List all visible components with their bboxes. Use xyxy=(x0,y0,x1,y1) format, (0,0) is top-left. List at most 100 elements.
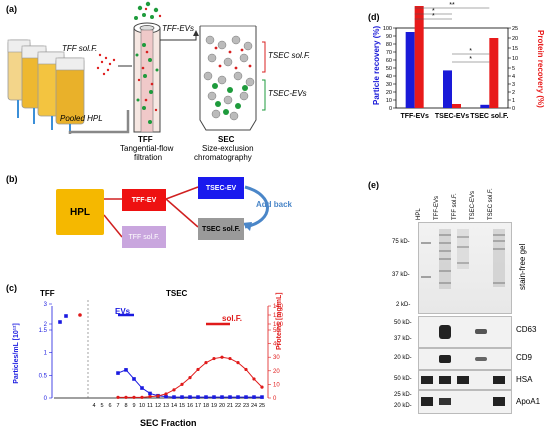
x-tick-label: 9 xyxy=(132,403,135,409)
tsec-evs-label: TSEC-EVs xyxy=(268,89,307,98)
y-tick-label-left: 0.5 xyxy=(39,373,48,379)
y-tick-label-right: 3 xyxy=(512,82,515,88)
y-tick-label-right: 10 xyxy=(273,382,280,388)
data-point xyxy=(236,361,240,365)
blot-band xyxy=(475,357,487,361)
blot-cd63 xyxy=(418,316,512,348)
x-tick-label: 18 xyxy=(203,403,209,409)
tff-sol-box-label: TFF sol.F. xyxy=(128,233,160,241)
sec-title: SEC xyxy=(218,135,235,144)
data-point xyxy=(228,356,232,361)
series-line xyxy=(117,369,262,398)
data-point xyxy=(156,394,160,398)
tff-title: TFF xyxy=(138,135,153,144)
blot-marker: 37 kD- xyxy=(394,336,412,342)
tff-ev-box-label: TFF-EV xyxy=(131,196,157,204)
y-tick-label-left: 100 xyxy=(383,26,392,32)
bar-protein xyxy=(414,6,424,108)
data-point xyxy=(180,382,184,386)
gel-bands xyxy=(421,229,505,289)
y-tick-label-left: 50 xyxy=(386,66,392,72)
y-tick-label-left: 2 xyxy=(44,322,48,328)
blot-band xyxy=(439,325,451,339)
blot-marker: 50 kD- xyxy=(394,320,412,326)
significance-marker: * xyxy=(469,48,472,55)
blot-band xyxy=(439,355,451,363)
y-tick-label-right: 4 xyxy=(512,74,515,80)
x-tick-label: 15 xyxy=(179,403,185,409)
y-tick-label-right: 25 xyxy=(512,26,518,32)
y-tick-label-left: 20 xyxy=(386,90,392,96)
tff-evs-label: TFF-EVs xyxy=(162,24,194,33)
data-point xyxy=(164,392,168,396)
data-point xyxy=(244,395,248,399)
blot-band xyxy=(421,376,433,384)
y-tick-label-right: 1 xyxy=(512,98,515,104)
significance-marker: * xyxy=(469,56,472,63)
category-label: TSEC sol.F. xyxy=(470,113,508,120)
y-tick-label-left: 1.5 xyxy=(39,328,48,334)
tff-subtitle-1: Tangential-flow xyxy=(120,144,174,153)
data-point xyxy=(124,395,128,399)
x-tick-label: 4 xyxy=(92,403,95,409)
bar-protein xyxy=(489,38,499,108)
data-point xyxy=(220,395,224,399)
blot-name: HSA xyxy=(516,375,533,384)
data-point xyxy=(252,377,256,381)
tsec-header: TSEC xyxy=(166,289,188,298)
x-tick-label: 19 xyxy=(211,403,217,409)
panel-d-label: (d) xyxy=(368,12,380,22)
data-point xyxy=(236,395,240,399)
data-point xyxy=(260,395,264,399)
gel-marker: 2 kD- xyxy=(396,302,411,308)
data-point xyxy=(116,371,120,375)
data-point xyxy=(172,388,176,392)
x-tick-label: 14 xyxy=(171,403,177,409)
sec-subtitle-2: chromatography xyxy=(194,153,252,162)
tsec-ev-box-label: TSEC-EV xyxy=(205,184,237,192)
tsec-sol-box-label: TSEC sol.F. xyxy=(201,225,241,233)
data-point xyxy=(140,395,144,399)
data-point xyxy=(164,394,168,399)
gel-marker: 37 kD- xyxy=(392,272,410,278)
y-tick-label-right: 2 xyxy=(512,90,515,96)
blot-band xyxy=(475,329,487,334)
significance-marker: ** xyxy=(449,2,455,9)
bar-protein xyxy=(452,104,461,108)
category-label: TSEC-EVs xyxy=(435,113,469,120)
y-tick-label-right: 120 xyxy=(273,313,284,319)
lane-label: HPL xyxy=(416,208,422,220)
y-tick-label-right: 5 xyxy=(512,66,515,72)
data-point xyxy=(172,395,176,399)
x-tick-label: 7 xyxy=(116,403,119,409)
tff-ev-box: TFF-EV xyxy=(122,189,166,211)
blot-marker: 20 kD- xyxy=(394,403,412,409)
tsec-sol-label: TSEC sol.F. xyxy=(268,51,311,60)
gel-marker: 75 kD- xyxy=(392,239,410,245)
data-point xyxy=(124,368,128,372)
blot-name: CD9 xyxy=(516,353,533,362)
tff-subtitle-2: filtration xyxy=(134,153,163,162)
data-point xyxy=(148,391,152,396)
hpl-box: HPL xyxy=(56,189,104,235)
tsec-sol-box: TSEC sol.F. xyxy=(198,218,244,240)
blot-band xyxy=(493,376,505,384)
blot-name: CD63 xyxy=(516,325,537,334)
x-tick-label: 12 xyxy=(155,403,161,409)
y-tick-label-right: 15 xyxy=(512,46,518,52)
x-tick-label: 17 xyxy=(195,403,201,409)
x-tick-label: 10 xyxy=(139,403,145,409)
panel-c-label: (c) xyxy=(6,283,17,293)
bar-particle xyxy=(480,104,490,108)
significance-marker: * xyxy=(432,8,435,15)
panel-b-lines xyxy=(103,185,269,238)
solf-marker-label: sol.F. xyxy=(222,314,243,323)
y-tick-label-right: 10 xyxy=(512,56,518,62)
blot-marker: 25 kD- xyxy=(394,392,412,398)
x-tick-label: 21 xyxy=(227,403,233,409)
tff-cylinder-icon xyxy=(133,22,161,133)
y-tick-label-left: 1 xyxy=(44,351,48,357)
x-tick-label: 5 xyxy=(100,403,103,409)
y-tick-label-right: 50 xyxy=(273,328,280,334)
